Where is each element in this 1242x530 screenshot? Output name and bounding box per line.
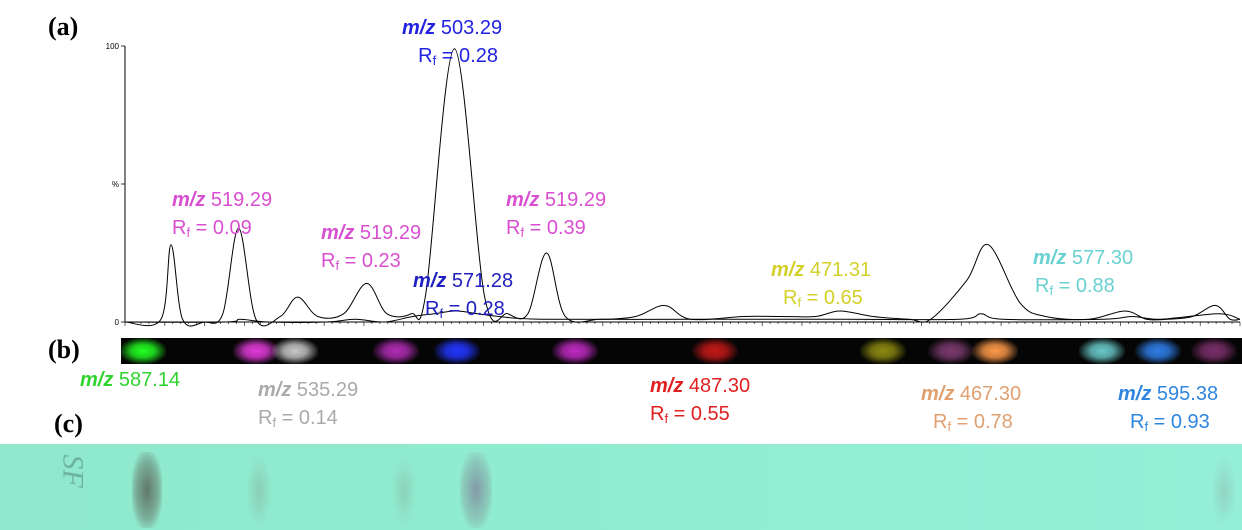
imaging-band [121, 338, 167, 364]
annotation-mz-571: m/z 571.28 Rf = 0.28 [413, 270, 514, 321]
annotation-mz-577: m/z 577.30 Rf = 0.88 [1033, 247, 1134, 298]
imaging-band [1134, 338, 1181, 364]
annotation-mz-519-rf09: m/z 519.29 Rf = 0.09 [172, 189, 273, 240]
annotation-mz-595: m/z 595.38 Rf = 0.93 [1118, 383, 1219, 434]
annotation-mz-519-rf39: m/z 519.29 Rf = 0.39 [506, 189, 607, 240]
imaging-band [552, 338, 598, 364]
imaging-band [271, 338, 318, 364]
tlc-spot [1212, 458, 1236, 524]
annotation-mz-503: m/z 503.29 Rf = 0.28 [402, 17, 503, 68]
tlc-spot [392, 458, 416, 524]
panel-label-c: (c) [54, 409, 83, 438]
tlc-spot [247, 458, 271, 524]
annotation-mz-467: m/z 467.30 Rf = 0.78 [921, 383, 1022, 434]
annotation-mz-535: m/z 535.29 Rf = 0.14 [258, 379, 359, 430]
trace-line-0 [124, 48, 1241, 327]
imaging-band [1078, 338, 1125, 364]
tlc-plate-photo: SF [0, 444, 1242, 530]
imaging-band [860, 338, 907, 364]
tlc-plate-handwritten-label: SF [56, 454, 90, 488]
imaging-band [692, 338, 739, 364]
imaging-band [1190, 338, 1237, 364]
imaging-band [232, 338, 279, 364]
imaging-band [927, 338, 974, 364]
imaging-band [434, 338, 481, 364]
imaging-band [372, 338, 419, 364]
chromatogram: 100% 0 [106, 42, 1241, 327]
panel-label-a: (a) [48, 12, 79, 41]
imaging-band [972, 338, 1019, 364]
y-tick-label: 100 [106, 42, 120, 51]
trace-line-1 [124, 310, 1241, 323]
panel-label-b: (b) [48, 335, 80, 364]
y-tick-label: % [112, 180, 119, 189]
y-tick-labels: 100% 0 [106, 42, 120, 327]
tlc-spot [460, 452, 492, 528]
annotation-mz-471: m/z 471.31 Rf = 0.65 [771, 259, 872, 310]
tlc-spot [132, 452, 162, 528]
y-tick-label: 0 [115, 318, 120, 327]
annotation-mz-487: m/z 487.30 Rf = 0.55 [650, 375, 751, 426]
annotation-mz-519-rf23: m/z 519.29 Rf = 0.23 [321, 222, 422, 273]
imaging-strip [121, 338, 1242, 364]
chromatogram-traces [124, 48, 1241, 327]
annotation-mz-587: m/z 587.14 [80, 369, 181, 391]
